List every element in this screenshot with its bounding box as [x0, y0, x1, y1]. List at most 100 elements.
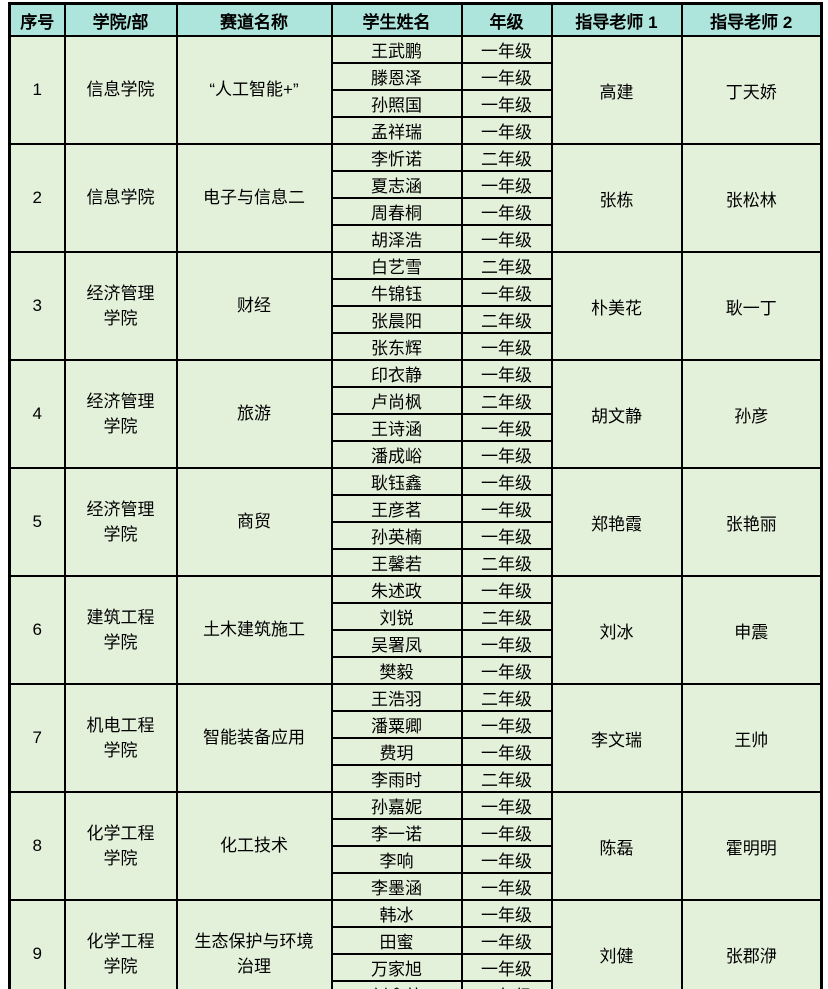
college-cell: 经济管理 学院 [63, 359, 178, 469]
grade-cell: 一年级 [460, 62, 553, 91]
table-row: 3 经济管理 学院 财经 白艺雪 二年级 朴美花 耿一丁 [8, 251, 823, 361]
grade-cell: 一年级 [460, 980, 553, 989]
student-row: 刘鑫帅 一年级 [10, 980, 822, 989]
student-row: 王馨若 二年级 [10, 548, 822, 577]
student-name-cell: 韩冰 [330, 899, 463, 928]
student-row: 万家旭 一年级 [10, 953, 822, 982]
student-name-cell: 胡泽浩 [330, 224, 463, 253]
grade-cell: 一年级 [460, 494, 553, 523]
seq-cell: 3 [8, 251, 66, 361]
student-row: 李一诺 一年级 [10, 818, 822, 847]
student-row: 周春桐 一年级 [10, 197, 822, 226]
table-row: 6 建筑工程 学院 土木建筑施工 朱述政 一年级 刘冰 申震 [8, 575, 823, 685]
header-row: 序号 学院/部 赛道名称 学生姓名 年级 指导老师 1 指导老师 2 [8, 2, 823, 37]
student-row: 孙英楠 一年级 [10, 521, 822, 550]
track-cell: 生态保护与环境 治理 [175, 899, 333, 989]
student-row: 孙照国 一年级 [10, 89, 822, 118]
track-cell: 旅游 [175, 359, 333, 469]
seq-cell: 8 [8, 791, 66, 901]
student-name-cell: 李雨时 [330, 764, 463, 793]
header-seq: 序号 [8, 2, 66, 37]
student-name-cell: 牛锦钰 [330, 278, 463, 307]
grade-cell: 一年级 [460, 89, 553, 118]
grade-cell: 二年级 [460, 683, 553, 712]
grade-cell: 一年级 [460, 278, 553, 307]
teacher2-cell: 王帅 [680, 683, 823, 793]
student-name-cell: 王浩羽 [330, 683, 463, 712]
grade-cell: 一年级 [460, 197, 553, 226]
track-cell: 电子与信息二 [175, 143, 333, 253]
grade-cell: 一年级 [460, 332, 553, 361]
college-cell: 信息学院 [63, 143, 178, 253]
student-row: 田蜜 一年级 [10, 926, 822, 955]
seq-cell: 4 [8, 359, 66, 469]
student-name-cell: 周春桐 [330, 197, 463, 226]
teacher2-cell: 耿一丁 [680, 251, 823, 361]
teacher1-cell: 高建 [550, 35, 683, 145]
student-name-cell: 李一诺 [330, 818, 463, 847]
seq-cell: 7 [8, 683, 66, 793]
student-row: 樊毅 一年级 [10, 656, 822, 685]
grade-cell: 一年级 [460, 710, 553, 739]
college-cell: 化学工程 学院 [63, 899, 178, 989]
teacher1-cell: 刘冰 [550, 575, 683, 685]
grade-cell: 一年级 [460, 872, 553, 901]
table-row: 1 信息学院 “人工智能+” 王武鹏 一年级 高建 丁天娇 [8, 35, 823, 145]
student-name-cell: 吴署凤 [330, 629, 463, 658]
student-name-cell: 费玥 [330, 737, 463, 766]
student-name-cell: 白艺雪 [330, 251, 463, 280]
student-name-cell: 樊毅 [330, 656, 463, 685]
teacher1-cell: 张栋 [550, 143, 683, 253]
header-teacher1: 指导老师 1 [550, 2, 683, 37]
grade-cell: 一年级 [460, 791, 553, 820]
student-row: 吴署凤 一年级 [10, 629, 822, 658]
grade-cell: 二年级 [460, 386, 553, 415]
table-row: 8 化学工程 学院 化工技术 孙嘉妮 一年级 陈磊 霍明明 [8, 791, 823, 901]
grade-cell: 一年级 [460, 467, 553, 496]
student-name-cell: 耿钰鑫 [330, 467, 463, 496]
header-student-name: 学生姓名 [330, 2, 463, 37]
table-row: 2 信息学院 电子与信息二 李忻诺 二年级 张栋 张松林 [8, 143, 823, 253]
student-row: 王彦茗 一年级 [10, 494, 822, 523]
student-row: 刘锐 二年级 [10, 602, 822, 631]
competition-roster-table: 序号 学院/部 赛道名称 学生姓名 年级 指导老师 1 指导老师 2 1 信息学… [8, 2, 823, 989]
student-name-cell: 王武鹏 [330, 35, 463, 64]
student-name-cell: 李忻诺 [330, 143, 463, 172]
grade-cell: 一年级 [460, 170, 553, 199]
student-row: 费玥 一年级 [10, 737, 822, 766]
table-row: 7 机电工程 学院 智能装备应用 王浩羽 二年级 李文瑞 王帅 [8, 683, 823, 793]
student-row: 夏志涵 一年级 [10, 170, 822, 199]
student-name-cell: 夏志涵 [330, 170, 463, 199]
grade-cell: 一年级 [460, 224, 553, 253]
college-cell: 经济管理 学院 [63, 251, 178, 361]
student-name-cell: 张东辉 [330, 332, 463, 361]
student-row: 卢尚枫 二年级 [10, 386, 822, 415]
grade-cell: 一年级 [460, 953, 553, 982]
student-name-cell: 万家旭 [330, 953, 463, 982]
table-row: 4 经济管理 学院 旅游 印衣静 一年级 胡文静 孙彦 [8, 359, 823, 469]
student-name-cell: 王诗涵 [330, 413, 463, 442]
grade-cell: 一年级 [460, 845, 553, 874]
header-teacher2: 指导老师 2 [680, 2, 823, 37]
student-name-cell: 王馨若 [330, 548, 463, 577]
college-cell: 建筑工程 学院 [63, 575, 178, 685]
student-row: 李响 一年级 [10, 845, 822, 874]
teacher1-cell: 陈磊 [550, 791, 683, 901]
teacher1-cell: 郑艳霞 [550, 467, 683, 577]
student-row: 潘粟卿 一年级 [10, 710, 822, 739]
student-name-cell: 田蜜 [330, 926, 463, 955]
teacher1-cell: 胡文静 [550, 359, 683, 469]
student-row: 滕恩泽 一年级 [10, 62, 822, 91]
teacher2-cell: 申震 [680, 575, 823, 685]
grade-cell: 一年级 [460, 35, 553, 64]
seq-cell: 5 [8, 467, 66, 577]
student-name-cell: 刘锐 [330, 602, 463, 631]
teacher2-cell: 张艳丽 [680, 467, 823, 577]
grade-cell: 一年级 [460, 359, 553, 388]
college-cell: 机电工程 学院 [63, 683, 178, 793]
grade-cell: 一年级 [460, 116, 553, 145]
teacher1-cell: 李文瑞 [550, 683, 683, 793]
student-row: 李墨涵 一年级 [10, 872, 822, 901]
seq-cell: 9 [8, 899, 66, 989]
